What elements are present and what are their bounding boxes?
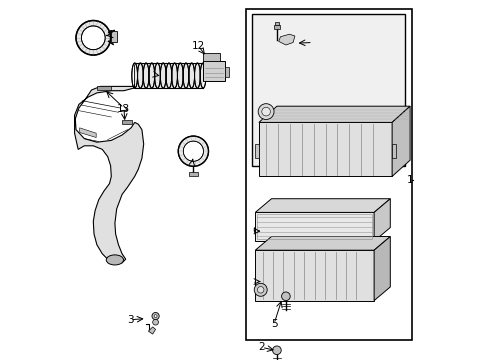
Text: 4: 4 — [253, 276, 259, 287]
Polygon shape — [255, 237, 389, 250]
Bar — [122, 120, 132, 124]
Text: 6: 6 — [251, 226, 258, 236]
Circle shape — [178, 136, 208, 166]
Circle shape — [152, 319, 158, 325]
Polygon shape — [148, 327, 155, 334]
Polygon shape — [75, 65, 143, 263]
Text: 11: 11 — [102, 30, 116, 40]
Bar — [189, 172, 197, 176]
Text: 1: 1 — [406, 175, 412, 185]
Text: 7: 7 — [403, 130, 409, 140]
Text: 5: 5 — [270, 319, 277, 329]
Polygon shape — [278, 34, 294, 45]
Circle shape — [281, 292, 289, 301]
Circle shape — [152, 312, 159, 320]
Polygon shape — [373, 237, 389, 301]
Bar — [246, 9, 411, 340]
Ellipse shape — [106, 255, 123, 265]
Bar — [224, 67, 228, 77]
Polygon shape — [258, 122, 391, 176]
Bar — [203, 53, 220, 61]
Text: 3: 3 — [127, 315, 133, 325]
Circle shape — [257, 287, 264, 293]
Bar — [203, 61, 224, 81]
Polygon shape — [255, 250, 373, 301]
Bar — [97, 86, 111, 90]
Bar — [134, 63, 203, 88]
Bar — [257, 214, 371, 239]
Bar — [251, 14, 404, 166]
Bar — [275, 22, 278, 25]
Circle shape — [154, 315, 157, 318]
Circle shape — [261, 107, 270, 116]
Polygon shape — [258, 106, 409, 122]
Text: 10: 10 — [185, 157, 199, 167]
Polygon shape — [255, 212, 373, 241]
Circle shape — [258, 104, 273, 120]
Circle shape — [254, 283, 266, 296]
Polygon shape — [255, 199, 389, 212]
Circle shape — [183, 141, 203, 161]
Circle shape — [81, 26, 105, 50]
Circle shape — [76, 21, 110, 55]
Polygon shape — [80, 128, 96, 138]
Bar — [273, 25, 279, 29]
Text: 9: 9 — [152, 70, 159, 80]
Bar — [391, 144, 396, 158]
Text: 13: 13 — [117, 104, 130, 114]
Text: 12: 12 — [191, 41, 204, 51]
Polygon shape — [373, 199, 389, 241]
Bar — [110, 31, 117, 42]
Circle shape — [272, 346, 281, 355]
Text: 8: 8 — [309, 37, 316, 48]
Text: 2: 2 — [258, 342, 264, 352]
Bar — [255, 144, 258, 158]
Polygon shape — [391, 106, 409, 176]
